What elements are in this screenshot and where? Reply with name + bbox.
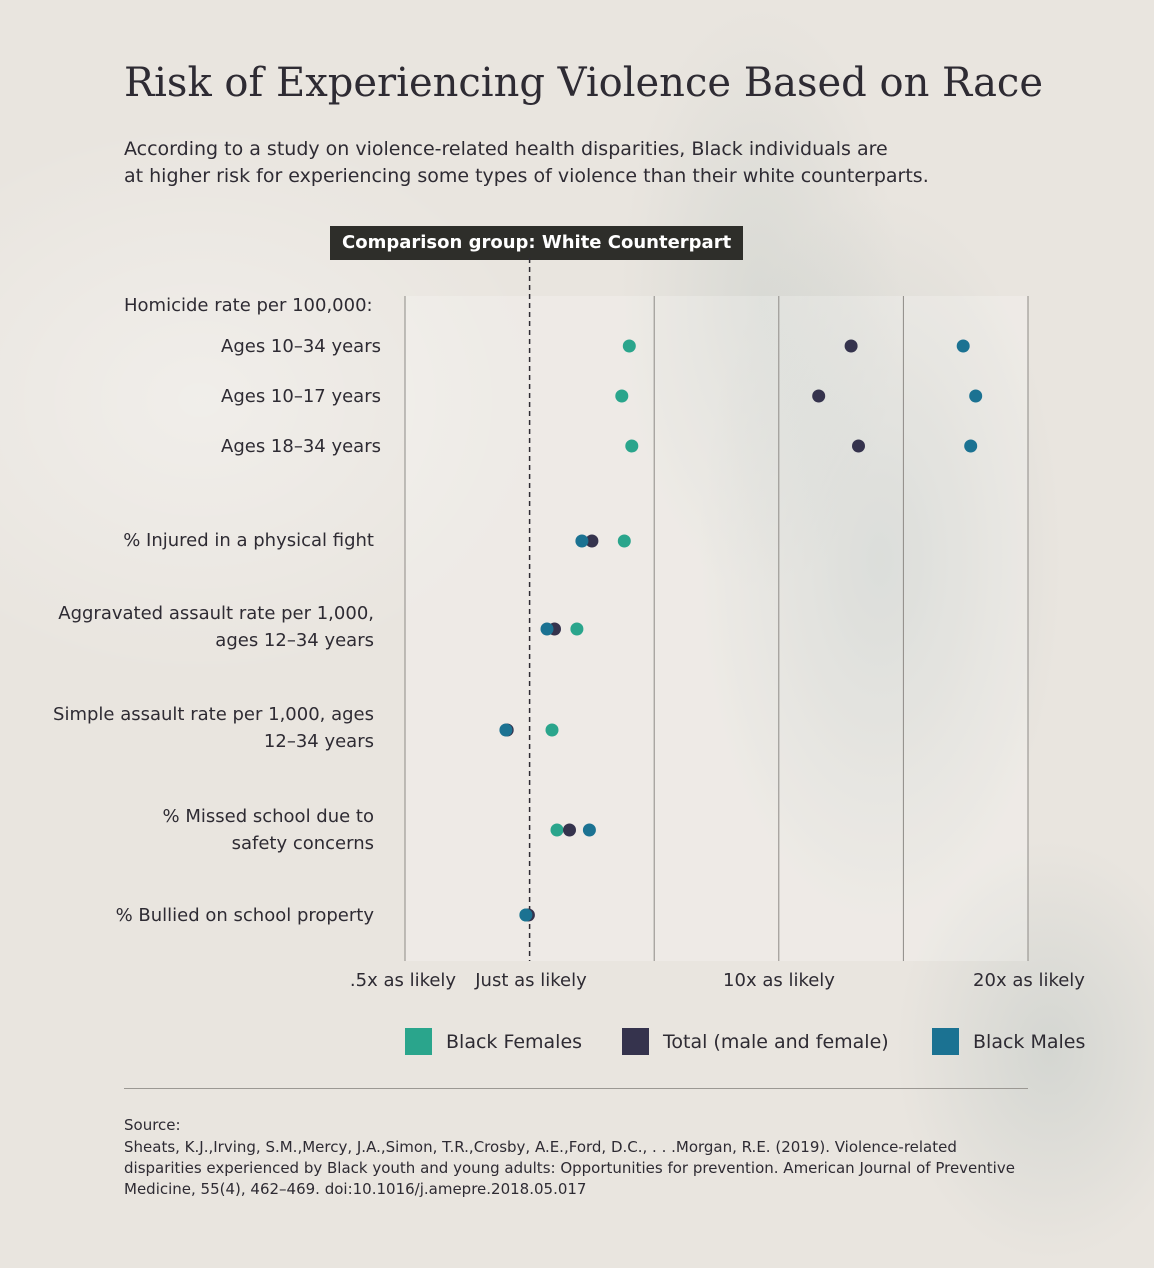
category-label-1: Ages 10–17 years (221, 383, 381, 410)
dot-black-females-row-4 (570, 622, 584, 636)
category-label-line: % Missed school due to (162, 806, 374, 827)
dot-total-male-and-female-row-2 (852, 439, 865, 453)
plot-area (405, 296, 1028, 961)
category-label-5: Simple assault rate per 1,000, ages 12–34… (53, 701, 374, 755)
legend-swatch (622, 1028, 649, 1055)
category-label-7: % Bullied on school property (116, 902, 374, 929)
divider-line (124, 1088, 1028, 1089)
legend-swatch (932, 1028, 959, 1055)
category-label-line: Simple assault rate per 1,000, ages (53, 704, 374, 725)
dot-total-male-and-female-row-3 (585, 534, 599, 548)
category-label-line: Ages 10–17 years (221, 386, 381, 407)
dot-black-females-row-0 (622, 339, 636, 353)
dot-black-females-row-6 (550, 823, 564, 837)
legend-item-1: Total (male and female) (622, 1028, 889, 1055)
legend-label: Total (male and female) (663, 1030, 889, 1053)
category-label-line: % Injured in a physical fight (123, 530, 374, 551)
legend-item-2: Black Males (932, 1028, 1085, 1055)
source-citation: Sheats, K.J.,Irving, S.M.,Mercy, J.A.,Si… (124, 1138, 1015, 1198)
category-label-6: % Missed school due to safety concerns (163, 803, 374, 857)
dot-total-male-and-female-row-0 (844, 339, 858, 353)
subtitle-line-1: According to a study on violence-related… (124, 138, 888, 160)
dot-black-males-row-3 (575, 534, 589, 548)
category-label-4: Aggravated assault rate per 1,000, ages 1… (58, 600, 374, 654)
dot-black-males-row-6 (582, 823, 596, 837)
legend: Black Females Total (male and female) Blac… (0, 1028, 1154, 1060)
group-label-homicide: Homicide rate per 100,000: (124, 295, 373, 316)
dot-black-males-row-7 (519, 908, 533, 922)
x-tick-label-2: 10x as likely (723, 970, 835, 991)
x-tick-label-1: Just as likely (475, 970, 587, 991)
dot-black-females-row-1 (615, 389, 629, 403)
category-label-line: % Bullied on school property (115, 905, 374, 926)
dot-black-females-row-2 (625, 439, 639, 453)
x-tick-label-3: 20x as likely (973, 970, 1085, 991)
dot-black-males-row-0 (956, 339, 970, 353)
legend-swatch (405, 1028, 432, 1055)
category-label-3: % Injured in a physical fight (123, 527, 374, 554)
legend-item-0: Black Females (405, 1028, 582, 1055)
dot-total-male-and-female-row-6 (563, 823, 576, 837)
chart-title: Risk of Experiencing Violence Based on R… (124, 60, 1044, 106)
legend-label: Black Males (973, 1030, 1086, 1053)
category-label-2: Ages 18–34 years (221, 433, 381, 460)
dot-black-males-row-1 (969, 389, 983, 403)
x-tick-label-0: .5x as likely (349, 970, 457, 991)
chart-subtitle: According to a study on violence-related… (124, 136, 944, 190)
category-label-line: 12–34 years (263, 731, 374, 752)
category-label-line: safety concerns (231, 833, 374, 854)
category-label-line: Ages 18–34 years (221, 436, 381, 457)
dot-black-females-row-5 (545, 723, 559, 737)
category-label-line: Aggravated assault rate per 1,000, (58, 603, 374, 624)
comparison-banner: Comparison group: White Counterpart (330, 226, 744, 260)
dot-black-males-row-5 (499, 723, 513, 737)
category-label-line: Ages 10–34 years (221, 336, 381, 357)
dot-black-males-row-2 (964, 439, 978, 453)
dot-total-male-and-female-row-1 (812, 389, 826, 403)
source-label: Source: (124, 1116, 181, 1134)
category-label-0: Ages 10–34 years (221, 333, 381, 360)
category-label-line: ages 12–34 years (215, 630, 374, 651)
dot-black-males-row-4 (540, 622, 554, 636)
subtitle-line-2: at higher risk for experiencing some typ… (124, 165, 929, 187)
dot-black-females-row-3 (617, 534, 631, 548)
legend-label: Black Females (446, 1030, 583, 1053)
